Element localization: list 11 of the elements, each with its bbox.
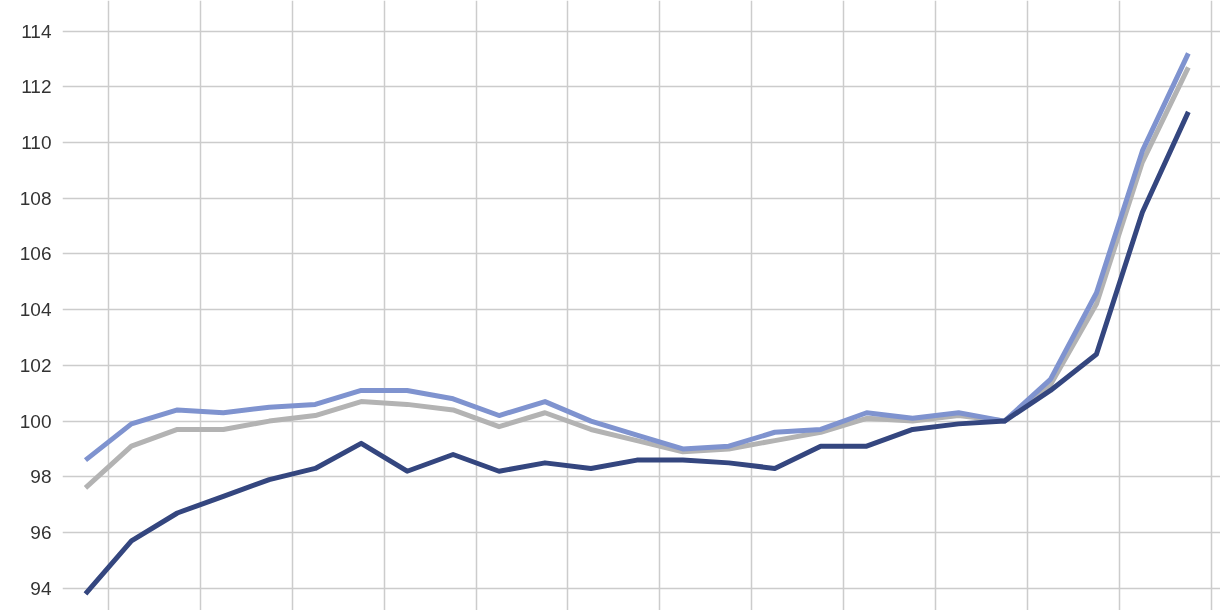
- y-tick-label: 112: [21, 76, 52, 98]
- y-tick-label: 94: [30, 577, 52, 599]
- y-tick-label: 98: [30, 466, 52, 488]
- y-tick-label: 102: [19, 354, 52, 376]
- y-tick-label: 110: [21, 132, 52, 154]
- y-tick-label: 100: [19, 410, 52, 432]
- y-tick-label: 104: [19, 299, 52, 321]
- y-tick-label: 106: [19, 243, 52, 265]
- y-tick-label: 108: [19, 187, 52, 209]
- y-tick-label: 114: [21, 20, 52, 42]
- y-tick-label: 96: [30, 522, 52, 544]
